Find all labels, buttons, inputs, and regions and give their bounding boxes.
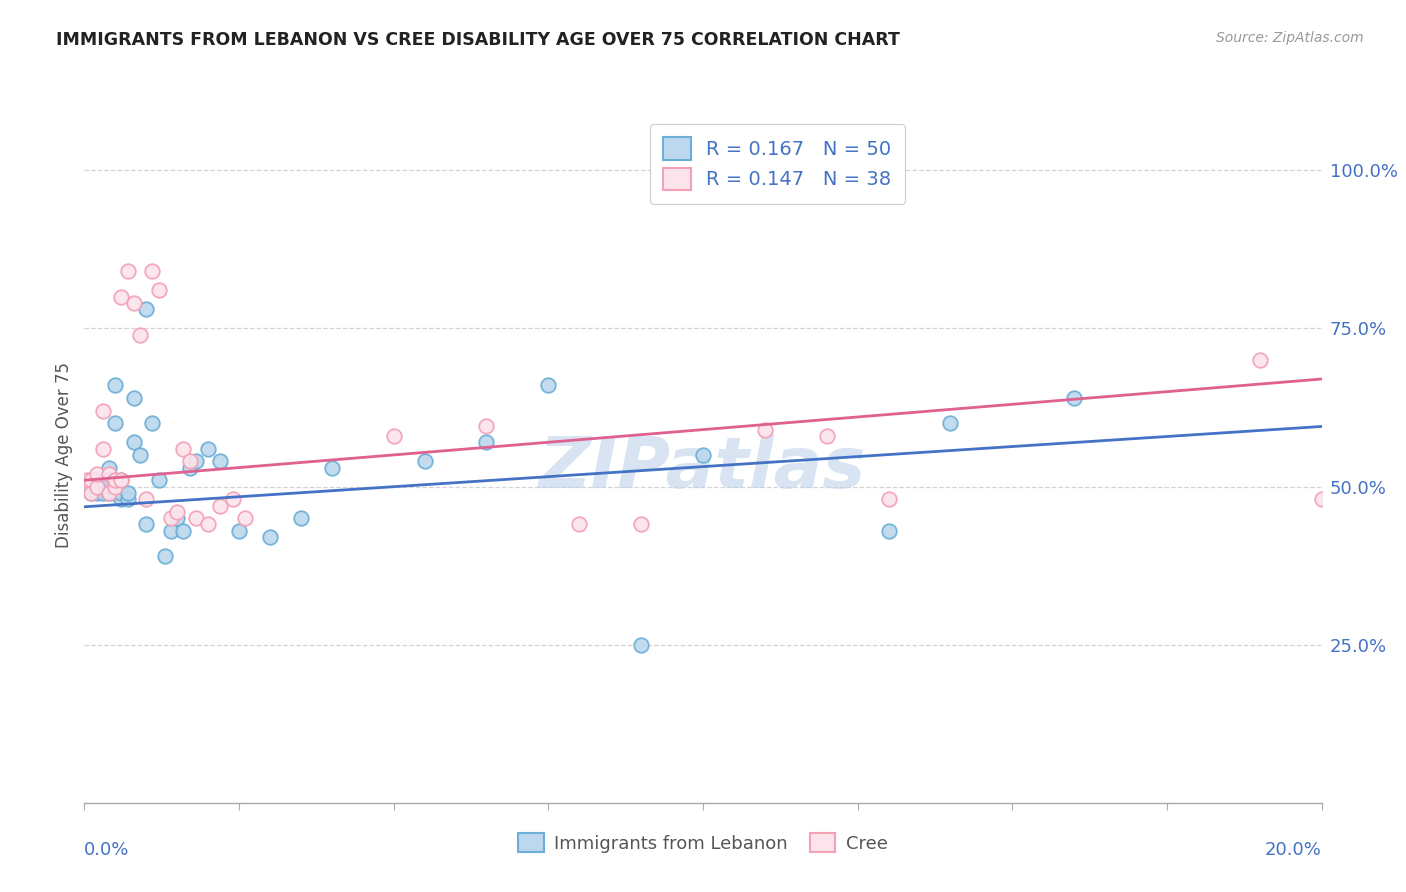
Point: [153, 549, 176, 563]
Point: [290, 511, 312, 525]
Point: [382, 429, 405, 443]
Point: [475, 435, 498, 450]
Point: [222, 492, 245, 507]
Point: [1063, 391, 1085, 405]
Text: 20.0%: 20.0%: [1265, 841, 1322, 859]
Point: [86, 486, 108, 500]
Point: [98, 460, 121, 475]
Point: [86, 473, 108, 487]
Text: ZIPatlas: ZIPatlas: [540, 434, 866, 503]
Point: [117, 486, 139, 500]
Point: [104, 417, 127, 431]
Point: [76, 479, 98, 493]
Point: [568, 517, 591, 532]
Point: [129, 327, 152, 342]
Legend: Immigrants from Lebanon, Cree: Immigrants from Lebanon, Cree: [512, 826, 894, 860]
Point: [104, 486, 127, 500]
Point: [815, 429, 838, 443]
Point: [172, 442, 194, 456]
Point: [1249, 353, 1271, 368]
Point: [630, 517, 652, 532]
Point: [135, 492, 157, 507]
Point: [83, 479, 105, 493]
Point: [166, 511, 188, 525]
Point: [86, 467, 108, 481]
Point: [209, 454, 232, 468]
Point: [197, 442, 219, 456]
Point: [76, 473, 98, 487]
Point: [110, 492, 132, 507]
Point: [179, 460, 201, 475]
Point: [110, 486, 132, 500]
Point: [117, 264, 139, 278]
Point: [661, 163, 683, 178]
Point: [1310, 492, 1333, 507]
Point: [98, 467, 121, 481]
Y-axis label: Disability Age Over 75: Disability Age Over 75: [55, 362, 73, 548]
Point: [321, 460, 343, 475]
Point: [148, 473, 170, 487]
Point: [135, 517, 157, 532]
Point: [160, 524, 183, 538]
Point: [117, 492, 139, 507]
Point: [141, 417, 163, 431]
Point: [86, 479, 108, 493]
Point: [209, 499, 232, 513]
Point: [148, 284, 170, 298]
Text: 0.0%: 0.0%: [84, 841, 129, 859]
Point: [179, 454, 201, 468]
Point: [259, 530, 281, 544]
Point: [104, 479, 127, 493]
Text: IMMIGRANTS FROM LEBANON VS CREE DISABILITY AGE OVER 75 CORRELATION CHART: IMMIGRANTS FROM LEBANON VS CREE DISABILI…: [56, 31, 900, 49]
Point: [233, 511, 256, 525]
Point: [228, 524, 250, 538]
Point: [79, 473, 101, 487]
Point: [110, 290, 132, 304]
Point: [104, 378, 127, 392]
Point: [104, 473, 127, 487]
Point: [98, 473, 121, 487]
Point: [877, 492, 900, 507]
Point: [475, 419, 498, 434]
Point: [98, 486, 121, 500]
Point: [413, 454, 436, 468]
Point: [122, 435, 145, 450]
Point: [166, 505, 188, 519]
Point: [79, 473, 101, 487]
Point: [630, 638, 652, 652]
Point: [98, 479, 121, 493]
Point: [91, 473, 114, 487]
Point: [91, 403, 114, 417]
Text: Source: ZipAtlas.com: Source: ZipAtlas.com: [1216, 31, 1364, 45]
Point: [110, 473, 132, 487]
Point: [86, 479, 108, 493]
Point: [98, 486, 121, 500]
Point: [184, 511, 207, 525]
Point: [692, 448, 714, 462]
Point: [141, 264, 163, 278]
Point: [184, 454, 207, 468]
Point: [129, 448, 152, 462]
Point: [110, 473, 132, 487]
Point: [939, 417, 962, 431]
Point: [104, 473, 127, 487]
Point: [91, 479, 114, 493]
Point: [877, 524, 900, 538]
Point: [122, 391, 145, 405]
Point: [537, 378, 560, 392]
Point: [160, 511, 183, 525]
Point: [172, 524, 194, 538]
Point: [79, 486, 101, 500]
Point: [91, 442, 114, 456]
Point: [135, 302, 157, 317]
Point: [91, 486, 114, 500]
Point: [754, 423, 776, 437]
Point: [122, 296, 145, 310]
Point: [197, 517, 219, 532]
Point: [79, 486, 101, 500]
